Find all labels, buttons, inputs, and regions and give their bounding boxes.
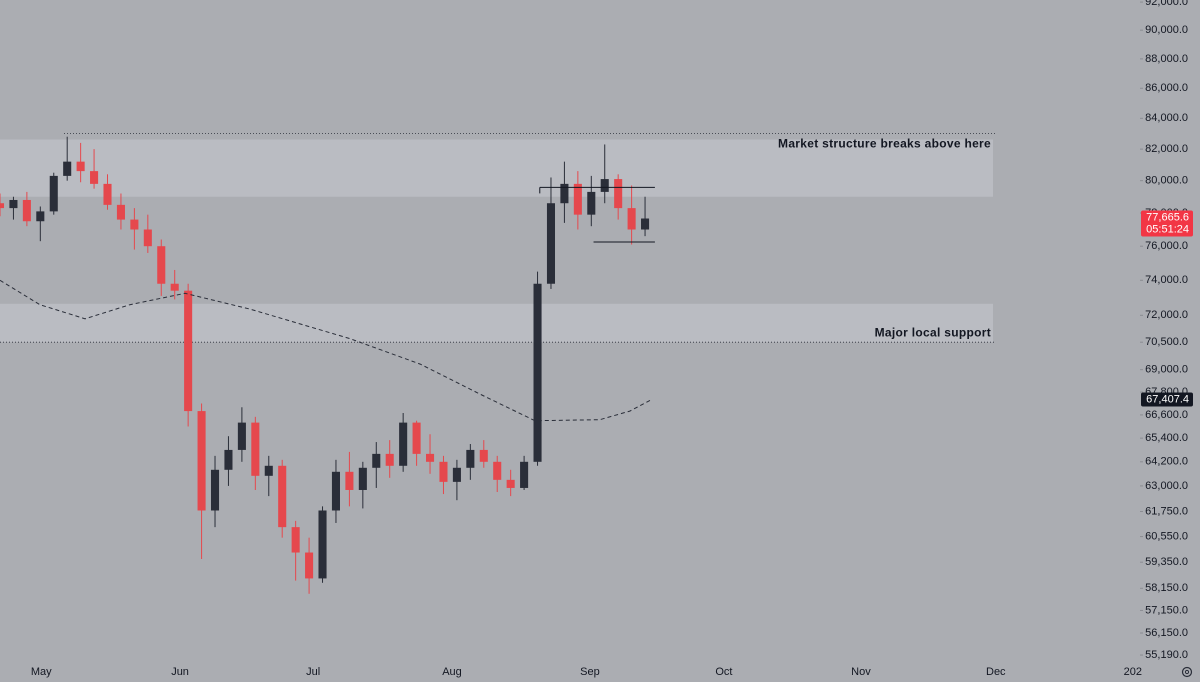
y-tick-label: 57,150.0 <box>1145 604 1188 616</box>
candle-body <box>412 422 421 454</box>
price-label: 77,665.6 <box>1146 211 1189 223</box>
candle-body <box>587 191 596 215</box>
candle-body <box>627 208 636 230</box>
candle-body <box>9 199 18 209</box>
candle-body <box>493 461 502 480</box>
y-tick-label: 90,000.0 <box>1145 24 1188 36</box>
y-tick-label: 80,000.0 <box>1145 175 1188 187</box>
candle-body <box>506 479 515 488</box>
x-tick-label: Nov <box>851 666 871 678</box>
x-tick-label: Jul <box>306 666 320 678</box>
x-tick-label: Aug <box>442 666 462 678</box>
y-tick-label: 84,000.0 <box>1145 112 1188 124</box>
candles <box>0 136 650 594</box>
candle-body <box>479 449 488 462</box>
candle-body <box>170 283 179 291</box>
candle-body <box>358 467 367 490</box>
zone-label: Major local support <box>875 325 991 339</box>
price-label: 67,407.4 <box>1146 393 1189 405</box>
candle-body <box>0 203 5 209</box>
gear[interactable] <box>1181 666 1193 678</box>
zone <box>0 303 993 343</box>
y-tick-label: 72,000.0 <box>1145 309 1188 321</box>
axes: 92,000.0 90,000.0 88,000.0 86,000.0 84,000.0… <box>31 0 1193 678</box>
gear-center[interactable] <box>1184 669 1190 675</box>
settings-icon[interactable] <box>1181 666 1193 678</box>
y-tick-label: 60,550.0 <box>1145 531 1188 543</box>
y-tick-label: 65,400.0 <box>1145 432 1188 444</box>
y-tick-label: 59,350.0 <box>1145 556 1188 568</box>
candle-body <box>641 218 650 230</box>
candle-body <box>224 449 233 470</box>
candle-body <box>345 471 354 490</box>
y-tick-label: 64,200.0 <box>1145 456 1188 468</box>
x-tick-label: Sep <box>580 666 600 678</box>
y-tick-label: 56,150.0 <box>1145 627 1188 639</box>
candle-body <box>157 246 166 284</box>
y-tick-label: 61,750.0 <box>1145 505 1188 517</box>
candle-body <box>76 161 85 172</box>
candle-body <box>399 422 408 466</box>
y-tick-label: 58,150.0 <box>1145 582 1188 594</box>
candle-body <box>385 453 394 466</box>
candle-body <box>614 179 623 209</box>
candle-body <box>372 453 381 468</box>
candle-body <box>426 453 435 462</box>
zone-label: Market structure breaks above here <box>778 137 991 151</box>
candle-body <box>49 175 58 212</box>
candle-body <box>533 283 542 462</box>
y-tick-label: 74,000.0 <box>1145 274 1188 286</box>
candle-body <box>90 171 99 184</box>
x-tick-label: 202 <box>1124 666 1142 678</box>
y-tick-label: 86,000.0 <box>1145 82 1188 94</box>
y-tick-label: 88,000.0 <box>1145 53 1188 65</box>
y-tick-label: 69,000.0 <box>1145 364 1188 376</box>
candle-body <box>237 422 246 450</box>
candle-body <box>466 449 475 468</box>
moving-average <box>0 279 653 422</box>
y-tick-label: 76,000.0 <box>1145 240 1188 252</box>
price-label-box <box>1141 392 1193 407</box>
candle-body <box>116 204 125 220</box>
candle-body <box>291 527 300 553</box>
y-tick-label: 63,000.0 <box>1145 480 1188 492</box>
candle-body <box>452 467 461 482</box>
candle-body <box>560 183 569 204</box>
price-label-box <box>1141 210 1193 237</box>
candle-body <box>36 211 45 222</box>
x-tick-label: Jun <box>171 666 189 678</box>
candle-body <box>331 471 340 511</box>
y-tick-label: 92,000.0 <box>1145 0 1188 8</box>
candle-body <box>305 552 314 579</box>
zones: Market structure breaks above here Major … <box>0 133 996 343</box>
candle-body <box>197 411 206 511</box>
y-tick-label: 66,600.0 <box>1145 409 1188 421</box>
countdown: 05:51:24 <box>1146 223 1189 235</box>
candle-body <box>264 465 273 476</box>
candle-body <box>143 229 152 247</box>
candle-body <box>130 219 139 230</box>
candle-body <box>103 183 112 205</box>
candle-body <box>210 469 220 511</box>
candle-body <box>573 183 582 215</box>
candle-body <box>251 422 260 476</box>
candle-body <box>546 203 556 284</box>
candle-body <box>318 510 327 579</box>
candle-body <box>439 461 448 482</box>
candle-body <box>22 199 31 222</box>
x-tick-label: May <box>31 666 52 678</box>
x-tick-label: Oct <box>715 666 732 678</box>
candle-body <box>278 465 287 528</box>
y-tick-label: 55,190.0 <box>1145 649 1188 661</box>
candle-body <box>184 290 193 412</box>
y-tick-label: 70,500.0 <box>1145 336 1188 348</box>
zone <box>0 139 993 197</box>
y-tick-label: 82,000.0 <box>1145 143 1188 155</box>
candle-body <box>520 461 529 488</box>
candle-body <box>600 179 609 192</box>
overlay <box>0 186 655 422</box>
candle-body <box>63 161 72 176</box>
x-tick-label: Dec <box>986 666 1006 678</box>
